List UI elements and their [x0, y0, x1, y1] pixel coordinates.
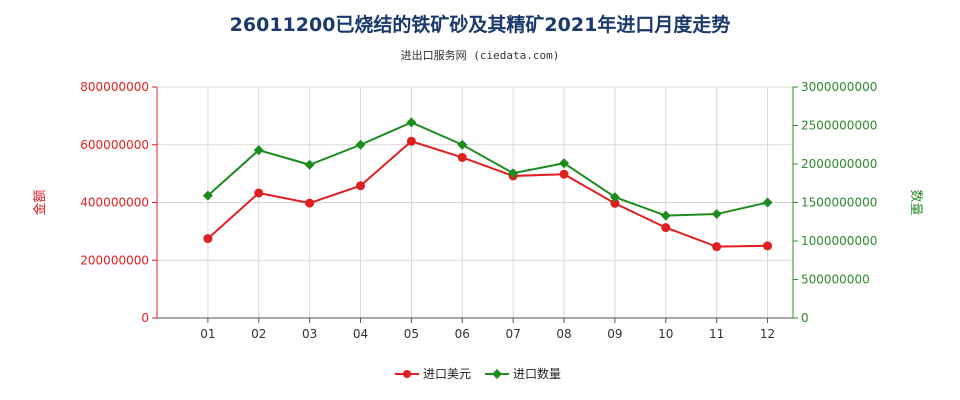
data-point [305, 198, 315, 208]
left-tick-label: 0 [141, 311, 149, 325]
x-tick-label: 03 [302, 327, 317, 341]
x-tick-label: 12 [760, 327, 775, 341]
x-tick-label: 02 [251, 327, 266, 341]
x-tick-label: 08 [556, 327, 571, 341]
data-point [610, 198, 620, 208]
left-tick-label: 400000000 [80, 196, 149, 210]
data-point [203, 234, 213, 244]
left-tick-label: 600000000 [80, 138, 149, 152]
right-tick-label: 2000000000 [801, 157, 877, 171]
right-tick-label: 1500000000 [801, 196, 877, 210]
x-tick-label: 07 [506, 327, 521, 341]
series-line-1 [207, 140, 768, 248]
left-tick-label: 800000000 [80, 80, 149, 94]
data-point [609, 192, 620, 203]
data-point [457, 139, 468, 150]
right-tick-label: 3000000000 [801, 80, 877, 94]
data-point [355, 139, 366, 150]
right-tick-label: 0 [801, 311, 809, 325]
right-tick-label: 2500000000 [801, 119, 877, 133]
x-tick-label: 11 [709, 327, 724, 341]
data-point [304, 159, 315, 170]
data-point [406, 117, 417, 128]
x-tick-label: 04 [353, 327, 368, 341]
left-tick-label: 200000000 [80, 253, 149, 267]
legend: 进口美元 进口数量 [395, 366, 561, 381]
chart-title: 26011200已烧结的铁矿砂及其精矿2021年进口月度走势 [229, 14, 731, 36]
data-point [763, 241, 773, 251]
x-tick-label: 06 [455, 327, 470, 341]
data-point [711, 209, 722, 220]
right-tick-label: 500000000 [801, 273, 870, 287]
data-point [356, 181, 366, 191]
series-line-2 [207, 121, 768, 217]
left-axis-title: 金额 [32, 189, 48, 215]
data-point [559, 158, 570, 169]
legend-marker [403, 370, 411, 378]
legend-label: 进口美元 [423, 367, 471, 381]
series-markers [202, 117, 773, 252]
data-point [661, 223, 671, 233]
x-tick-label: 05 [404, 327, 419, 341]
data-point [762, 197, 773, 208]
data-point [254, 188, 264, 198]
data-point [712, 242, 722, 252]
data-point [457, 152, 467, 162]
data-point [202, 190, 213, 201]
data-point [508, 168, 519, 179]
data-point [559, 169, 569, 179]
x-tick-label: 01 [200, 327, 215, 341]
axes: 0200000000400000000600000000800000000050… [32, 80, 923, 341]
grid-lines [157, 86, 793, 318]
legend-marker [492, 369, 502, 379]
x-tick-label: 09 [607, 327, 622, 341]
series-lines [207, 121, 768, 248]
x-tick-label: 10 [658, 327, 673, 341]
data-point [660, 210, 671, 221]
chart-subtitle: 进出口服务网 (ciedata.com) [400, 49, 560, 62]
legend-label: 进口数量 [513, 366, 561, 381]
data-point [406, 136, 416, 146]
data-point [253, 145, 264, 156]
right-tick-label: 1000000000 [801, 234, 877, 248]
right-axis-title: 数量 [908, 189, 923, 215]
